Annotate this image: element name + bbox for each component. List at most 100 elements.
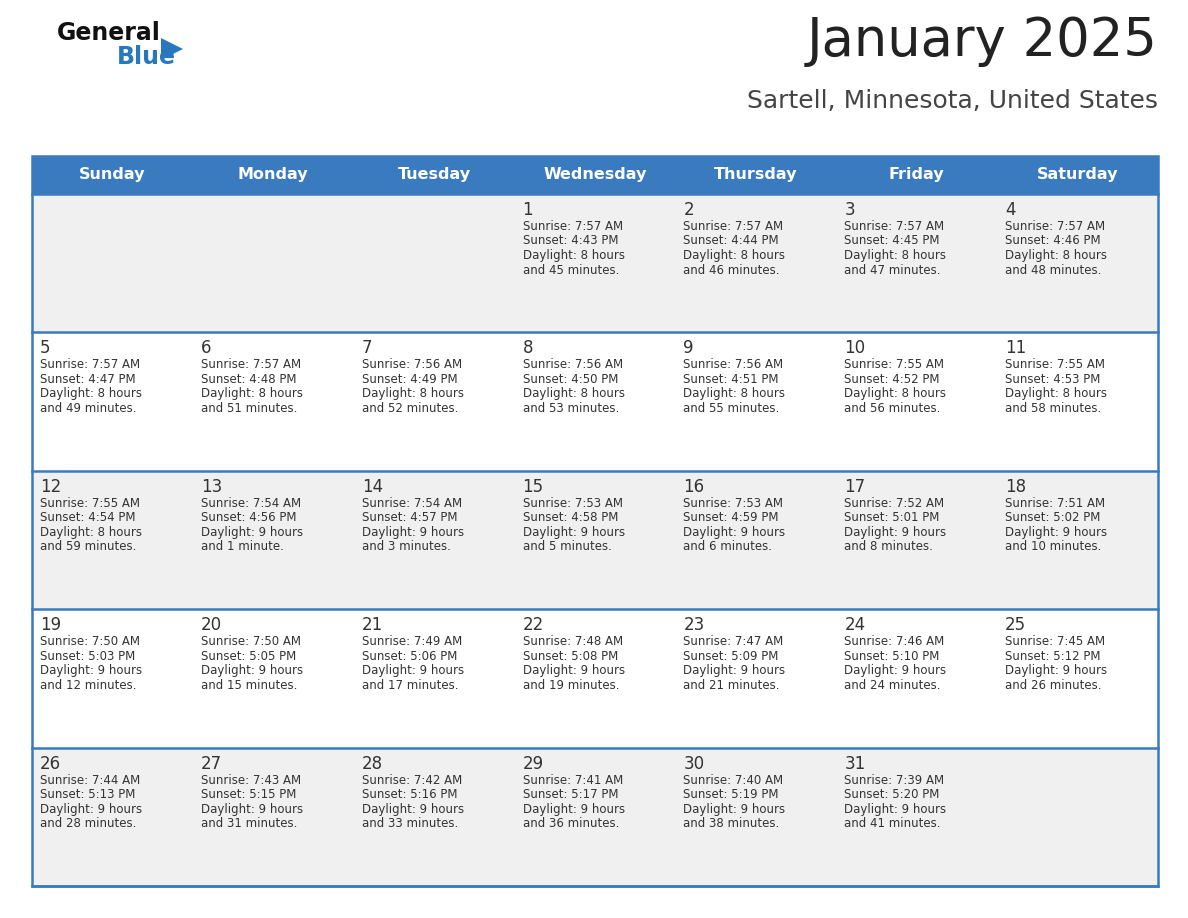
- Text: and 15 minutes.: and 15 minutes.: [201, 678, 297, 691]
- Bar: [192, 156, 354, 194]
- Bar: [32, 156, 192, 194]
- Text: 26: 26: [40, 755, 61, 773]
- Text: Sunset: 5:13 PM: Sunset: 5:13 PM: [40, 788, 135, 801]
- Text: and 56 minutes.: and 56 minutes.: [845, 402, 941, 415]
- Text: 12: 12: [40, 477, 62, 496]
- Text: 15: 15: [523, 477, 544, 496]
- Text: Sunset: 5:03 PM: Sunset: 5:03 PM: [40, 650, 135, 663]
- Bar: [32, 156, 1158, 886]
- Text: Sunrise: 7:52 AM: Sunrise: 7:52 AM: [845, 497, 944, 509]
- Text: and 12 minutes.: and 12 minutes.: [40, 678, 137, 691]
- Text: Sunrise: 7:41 AM: Sunrise: 7:41 AM: [523, 774, 623, 787]
- Bar: [354, 747, 514, 886]
- Text: Daylight: 9 hours: Daylight: 9 hours: [523, 526, 625, 539]
- Text: Sunset: 5:08 PM: Sunset: 5:08 PM: [523, 650, 618, 663]
- Text: Daylight: 8 hours: Daylight: 8 hours: [523, 387, 625, 400]
- Text: Daylight: 8 hours: Daylight: 8 hours: [40, 526, 143, 539]
- Text: and 31 minutes.: and 31 minutes.: [201, 817, 297, 830]
- Text: and 17 minutes.: and 17 minutes.: [361, 678, 459, 691]
- Text: 3: 3: [845, 201, 855, 219]
- Bar: [676, 194, 836, 332]
- Text: 28: 28: [361, 755, 383, 773]
- Text: 1: 1: [523, 201, 533, 219]
- Bar: [354, 471, 514, 610]
- Text: Sunset: 5:19 PM: Sunset: 5:19 PM: [683, 788, 779, 801]
- Bar: [192, 610, 354, 747]
- Text: Sunrise: 7:54 AM: Sunrise: 7:54 AM: [361, 497, 462, 509]
- Text: 18: 18: [1005, 477, 1026, 496]
- Text: and 55 minutes.: and 55 minutes.: [683, 402, 779, 415]
- Text: 5: 5: [40, 340, 51, 357]
- Text: Daylight: 9 hours: Daylight: 9 hours: [361, 802, 463, 815]
- Bar: [514, 471, 676, 610]
- Text: Sunrise: 7:47 AM: Sunrise: 7:47 AM: [683, 635, 784, 648]
- Text: Sunset: 4:54 PM: Sunset: 4:54 PM: [40, 511, 135, 524]
- Text: Sunrise: 7:55 AM: Sunrise: 7:55 AM: [1005, 358, 1105, 372]
- Text: Sunset: 4:46 PM: Sunset: 4:46 PM: [1005, 234, 1101, 248]
- Bar: [354, 610, 514, 747]
- Text: Daylight: 9 hours: Daylight: 9 hours: [845, 526, 947, 539]
- Text: Sunrise: 7:39 AM: Sunrise: 7:39 AM: [845, 774, 944, 787]
- Text: Sunrise: 7:42 AM: Sunrise: 7:42 AM: [361, 774, 462, 787]
- Text: and 41 minutes.: and 41 minutes.: [845, 817, 941, 830]
- Text: and 38 minutes.: and 38 minutes.: [683, 817, 779, 830]
- Text: Sunset: 4:51 PM: Sunset: 4:51 PM: [683, 373, 779, 386]
- Polygon shape: [162, 38, 183, 60]
- Bar: [32, 332, 192, 471]
- Bar: [32, 471, 192, 610]
- Text: Sunrise: 7:44 AM: Sunrise: 7:44 AM: [40, 774, 140, 787]
- Text: Sunset: 4:43 PM: Sunset: 4:43 PM: [523, 234, 618, 248]
- Text: General: General: [57, 21, 160, 45]
- Text: Sunrise: 7:50 AM: Sunrise: 7:50 AM: [40, 635, 140, 648]
- Text: and 51 minutes.: and 51 minutes.: [201, 402, 297, 415]
- Text: Wednesday: Wednesday: [543, 167, 646, 183]
- Text: Daylight: 9 hours: Daylight: 9 hours: [361, 526, 463, 539]
- Text: 10: 10: [845, 340, 865, 357]
- Bar: [676, 332, 836, 471]
- Text: Daylight: 9 hours: Daylight: 9 hours: [523, 665, 625, 677]
- Bar: [676, 610, 836, 747]
- Text: and 19 minutes.: and 19 minutes.: [523, 678, 619, 691]
- Text: Daylight: 8 hours: Daylight: 8 hours: [201, 387, 303, 400]
- Bar: [354, 332, 514, 471]
- Text: Daylight: 8 hours: Daylight: 8 hours: [683, 387, 785, 400]
- Text: and 49 minutes.: and 49 minutes.: [40, 402, 137, 415]
- Text: 11: 11: [1005, 340, 1026, 357]
- Text: and 10 minutes.: and 10 minutes.: [1005, 541, 1101, 554]
- Text: Sunrise: 7:48 AM: Sunrise: 7:48 AM: [523, 635, 623, 648]
- Text: 25: 25: [1005, 616, 1026, 634]
- Text: Sunset: 5:17 PM: Sunset: 5:17 PM: [523, 788, 618, 801]
- Bar: [676, 471, 836, 610]
- Bar: [354, 156, 514, 194]
- Text: and 36 minutes.: and 36 minutes.: [523, 817, 619, 830]
- Text: Daylight: 8 hours: Daylight: 8 hours: [40, 387, 143, 400]
- Text: Sunset: 4:50 PM: Sunset: 4:50 PM: [523, 373, 618, 386]
- Text: Daylight: 9 hours: Daylight: 9 hours: [845, 665, 947, 677]
- Text: and 6 minutes.: and 6 minutes.: [683, 541, 772, 554]
- Text: and 46 minutes.: and 46 minutes.: [683, 263, 781, 276]
- Bar: [354, 194, 514, 332]
- Bar: [676, 747, 836, 886]
- Text: Sunrise: 7:56 AM: Sunrise: 7:56 AM: [361, 358, 462, 372]
- Text: 17: 17: [845, 477, 865, 496]
- Text: Daylight: 9 hours: Daylight: 9 hours: [201, 802, 303, 815]
- Text: Sunset: 4:57 PM: Sunset: 4:57 PM: [361, 511, 457, 524]
- Text: Daylight: 9 hours: Daylight: 9 hours: [40, 665, 143, 677]
- Text: and 33 minutes.: and 33 minutes.: [361, 817, 457, 830]
- Text: 31: 31: [845, 755, 866, 773]
- Text: Sunrise: 7:56 AM: Sunrise: 7:56 AM: [523, 358, 623, 372]
- Text: 6: 6: [201, 340, 211, 357]
- Text: Sunset: 4:56 PM: Sunset: 4:56 PM: [201, 511, 296, 524]
- Text: 16: 16: [683, 477, 704, 496]
- Bar: [192, 332, 354, 471]
- Text: and 26 minutes.: and 26 minutes.: [1005, 678, 1101, 691]
- Text: Sunrise: 7:56 AM: Sunrise: 7:56 AM: [683, 358, 784, 372]
- Text: 8: 8: [523, 340, 533, 357]
- Text: Daylight: 8 hours: Daylight: 8 hours: [523, 249, 625, 262]
- Text: Sunrise: 7:54 AM: Sunrise: 7:54 AM: [201, 497, 301, 509]
- Bar: [192, 471, 354, 610]
- Bar: [514, 747, 676, 886]
- Text: Monday: Monday: [238, 167, 309, 183]
- Text: Daylight: 9 hours: Daylight: 9 hours: [683, 665, 785, 677]
- Text: Sunrise: 7:57 AM: Sunrise: 7:57 AM: [845, 220, 944, 233]
